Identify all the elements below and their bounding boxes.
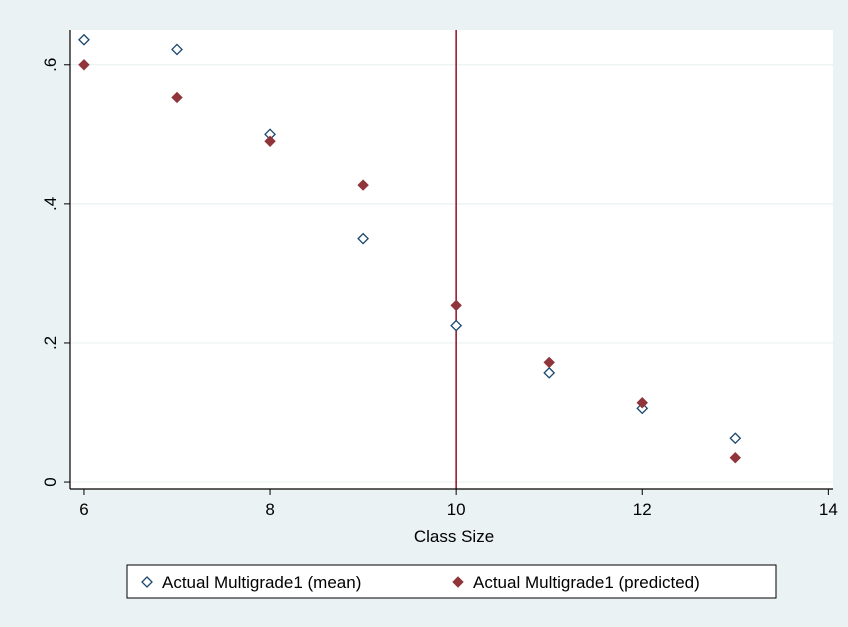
- mean-point-5: [543, 366, 556, 379]
- predicted-point-1: [171, 91, 183, 104]
- x-tick-label-2: 10: [447, 500, 466, 519]
- predicted-point-4: [450, 299, 462, 312]
- legend-box: [126, 564, 777, 599]
- legend: Actual Multigrade1 (mean) Actual Multigr…: [126, 564, 777, 599]
- legend-marker-mean: [141, 576, 153, 588]
- mean-point-3: [357, 232, 370, 245]
- x-tick-label-4: 14: [819, 500, 838, 519]
- plot-area: [70, 30, 833, 489]
- predicted-point-2: [264, 135, 276, 147]
- grid: [70, 64, 833, 483]
- mean-point-4: [450, 319, 463, 332]
- y-tick-label-3: .6: [41, 58, 60, 72]
- legend-label-mean: Actual Multigrade1 (mean): [162, 573, 361, 592]
- predicted-point-0: [78, 59, 90, 71]
- predicted-point-5: [543, 356, 555, 369]
- axes: 6 8 10 12 14 0 .2 .4 .6: [41, 30, 838, 519]
- predicted-point-7: [729, 451, 742, 464]
- y-tick-label-2: .4: [41, 197, 60, 211]
- x-tick-label-1: 8: [265, 500, 274, 519]
- x-axis-label: Class Size: [414, 527, 494, 546]
- predicted-point-6: [636, 397, 648, 409]
- mean-point-1: [171, 43, 183, 56]
- legend-label-predicted: Actual Multigrade1 (predicted): [473, 573, 700, 592]
- x-tick-label-3: 12: [633, 500, 652, 519]
- y-tick-label-1: .2: [41, 336, 60, 350]
- data-marks: [78, 33, 742, 464]
- mean-point-7: [729, 432, 742, 445]
- predicted-point-3: [357, 179, 369, 191]
- legend-marker-predicted: [452, 576, 464, 588]
- y-tick-label-0: 0: [41, 477, 60, 486]
- mean-point-0: [78, 33, 90, 46]
- x-tick-label-0: 6: [79, 500, 88, 519]
